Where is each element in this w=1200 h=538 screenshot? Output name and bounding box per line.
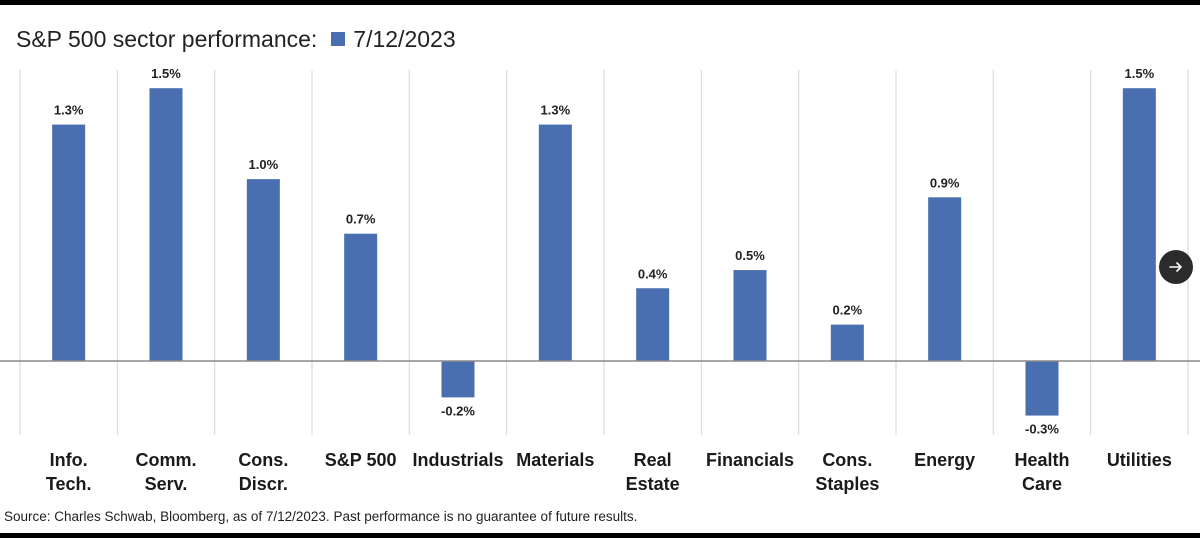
legend-label: 7/12/2023 [353, 25, 456, 52]
data-label: 0.4% [638, 266, 668, 281]
category-label: Industrials [412, 450, 503, 470]
data-label: 0.9% [930, 175, 960, 190]
data-label: 0.5% [735, 248, 765, 263]
bar [246, 179, 280, 361]
category-label: Energy [914, 450, 975, 470]
bar [1025, 361, 1059, 416]
category-label: Financials [706, 450, 794, 470]
category-label: Health [1014, 450, 1069, 470]
bar [52, 124, 86, 361]
chart-title: S&P 500 sector performance: [16, 25, 318, 52]
bottom-border [0, 533, 1200, 538]
category-label: Discr. [239, 474, 288, 494]
category-label: Utilities [1107, 450, 1172, 470]
category-label: Serv. [145, 474, 188, 494]
source-note: Source: Charles Schwab, Bloomberg, as of… [4, 509, 638, 524]
bar [344, 233, 378, 361]
category-label: Cons. [238, 450, 288, 470]
data-label: 1.5% [1125, 66, 1155, 81]
category-label: Staples [815, 474, 879, 494]
bar [538, 124, 572, 361]
data-label: 1.3% [54, 103, 84, 118]
chart-header: S&P 500 sector performance: 7/12/2023 [16, 24, 456, 54]
category-label: Tech. [46, 474, 92, 494]
top-border [0, 0, 1200, 5]
data-label: 0.7% [346, 212, 376, 227]
bar [149, 88, 183, 361]
data-label: -0.2% [441, 403, 475, 418]
bar [636, 288, 670, 361]
category-label: S&P 500 [325, 450, 397, 470]
data-label: 1.5% [151, 66, 181, 81]
category-label: Estate [626, 474, 680, 494]
bar [928, 197, 962, 361]
category-label: Comm. [135, 450, 196, 470]
bar [830, 324, 864, 361]
legend-swatch [331, 32, 346, 46]
bar [733, 270, 767, 361]
data-label: 1.3% [541, 103, 571, 118]
data-label: 1.0% [249, 157, 279, 172]
next-arrow-button[interactable] [1159, 250, 1193, 284]
data-label: -0.3% [1025, 422, 1059, 437]
data-label: 0.2% [833, 303, 863, 318]
category-label: Cons. [822, 450, 872, 470]
category-label: Info. [50, 450, 88, 470]
arrow-right-icon [1169, 262, 1182, 272]
category-label: Care [1022, 474, 1062, 494]
category-label: Materials [516, 450, 594, 470]
category-label: Real [634, 450, 672, 470]
bar [441, 361, 475, 398]
bar [1122, 88, 1156, 361]
